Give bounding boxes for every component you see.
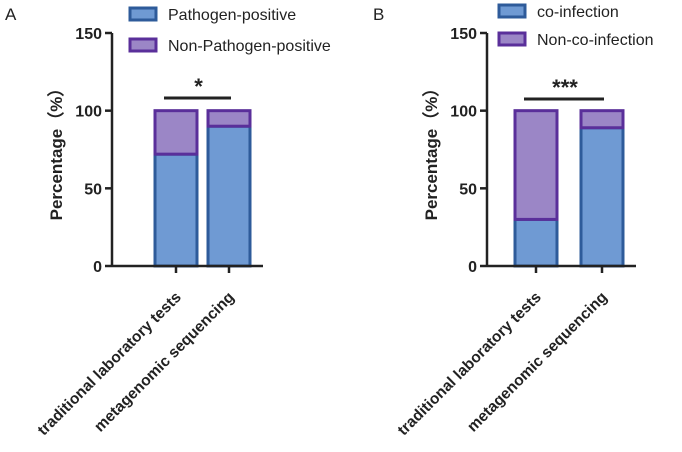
legend-label: co-infection xyxy=(537,4,619,21)
legend-swatch xyxy=(497,3,527,19)
bar-segment xyxy=(513,217,559,268)
panel-a: A Percentage（%） 0 50 100 150 Pathogen-posit… xyxy=(5,5,331,439)
significance-label: * xyxy=(194,74,203,99)
y-tick-label: 0 xyxy=(93,259,102,276)
x-tick-label: metagenomic sequencing xyxy=(464,289,611,436)
y-tick-label: 50 xyxy=(84,181,102,198)
bar-segment xyxy=(153,109,199,156)
y-axis-label: Percentage（%） xyxy=(46,80,66,221)
legend-label: Pathogen-positive xyxy=(168,7,296,24)
bar-segment xyxy=(579,109,625,130)
panel-b: B Percentage（%） 0 50 100 150 co-infection N… xyxy=(373,3,654,439)
bar-segment xyxy=(206,124,252,268)
legend-swatch xyxy=(128,6,158,22)
legend-swatch xyxy=(128,37,158,53)
bar-segment xyxy=(153,152,199,268)
significance-marker: * xyxy=(164,74,231,100)
y-tick-label: 100 xyxy=(450,104,477,121)
panel-label: A xyxy=(5,5,17,24)
legend: Pathogen-positive Non-Pathogen-positive xyxy=(128,6,331,55)
legend: co-infection Non-co-infection xyxy=(497,3,654,49)
significance-label: *** xyxy=(552,75,578,100)
y-tick-label: 100 xyxy=(75,104,102,121)
y-axis-label: Percentage（%） xyxy=(421,80,441,221)
y-tick-label: 150 xyxy=(75,26,102,43)
bar-segment xyxy=(513,109,559,221)
bar-segment xyxy=(579,126,625,268)
panel-label: B xyxy=(373,5,384,24)
bar-segment xyxy=(206,109,252,128)
y-tick-label: 50 xyxy=(459,181,477,198)
significance-marker: *** xyxy=(524,75,604,101)
y-tick-label: 0 xyxy=(468,259,477,276)
legend-label: Non-Pathogen-positive xyxy=(168,38,331,55)
y-tick-label: 150 xyxy=(450,26,477,43)
legend-label: Non-co-infection xyxy=(537,32,654,49)
legend-swatch xyxy=(497,31,527,47)
